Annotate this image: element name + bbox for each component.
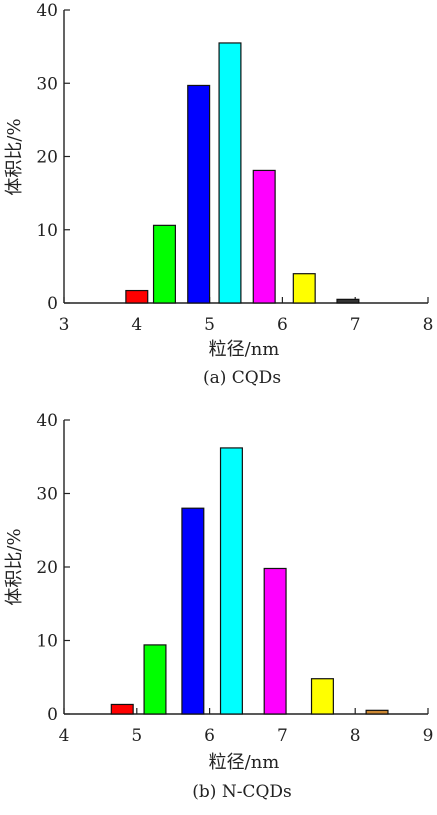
bar [218,42,242,304]
bar [336,298,360,304]
panel-caption: (a) CQDs [203,368,281,388]
x-tick-label: 6 [204,726,215,746]
x-tick-label: 8 [350,726,361,746]
x-tick-label: 4 [131,315,142,335]
y-axis-label: 体积比/% [4,528,25,605]
bar [310,678,334,715]
bar [143,644,167,715]
panel-caption: (b) N-CQDs [192,782,291,802]
x-tick-label: 9 [423,726,434,746]
y-tick-label: 0 [47,294,58,314]
bar [263,567,287,715]
x-tick-label: 4 [59,726,70,746]
bar [187,84,211,304]
y-tick-label: 20 [36,148,58,168]
bar [125,289,149,304]
x-tick-label: 3 [59,315,70,335]
y-tick-label: 30 [36,485,58,505]
y-tick-label: 40 [36,1,58,21]
x-tick-label: 8 [423,315,434,335]
y-tick-label: 10 [36,632,58,652]
y-tick-label: 40 [36,411,58,431]
bar [181,507,205,715]
y-axis-label: 体积比/% [4,118,25,195]
y-tick-label: 10 [36,221,58,241]
y-tick-label: 20 [36,558,58,578]
x-tick-label: 7 [350,315,361,335]
bar [110,703,134,715]
bar [219,447,243,715]
x-tick-label: 7 [277,726,288,746]
bar [252,169,276,304]
chart-panel-a: 0 10 20 30 40 3 4 5 6 7 8 体积比/% 粒径/nm (a) CQDs [4,1,433,388]
x-tick-label: 5 [131,726,142,746]
bar [152,224,176,304]
x-tick-label: 5 [204,315,215,335]
y-tick-label: 0 [47,705,58,725]
y-tick-label: 30 [36,74,58,94]
bar [365,709,389,715]
bar [292,273,316,304]
x-axis-label: 粒径/nm [209,752,280,773]
chart-panel-b: 0 10 20 30 40 4 5 6 7 8 9 体积比/% 粒径/nm (b) N-CQDs [4,411,433,802]
x-axis-label: 粒径/nm [209,339,280,360]
x-tick-label: 6 [277,315,288,335]
